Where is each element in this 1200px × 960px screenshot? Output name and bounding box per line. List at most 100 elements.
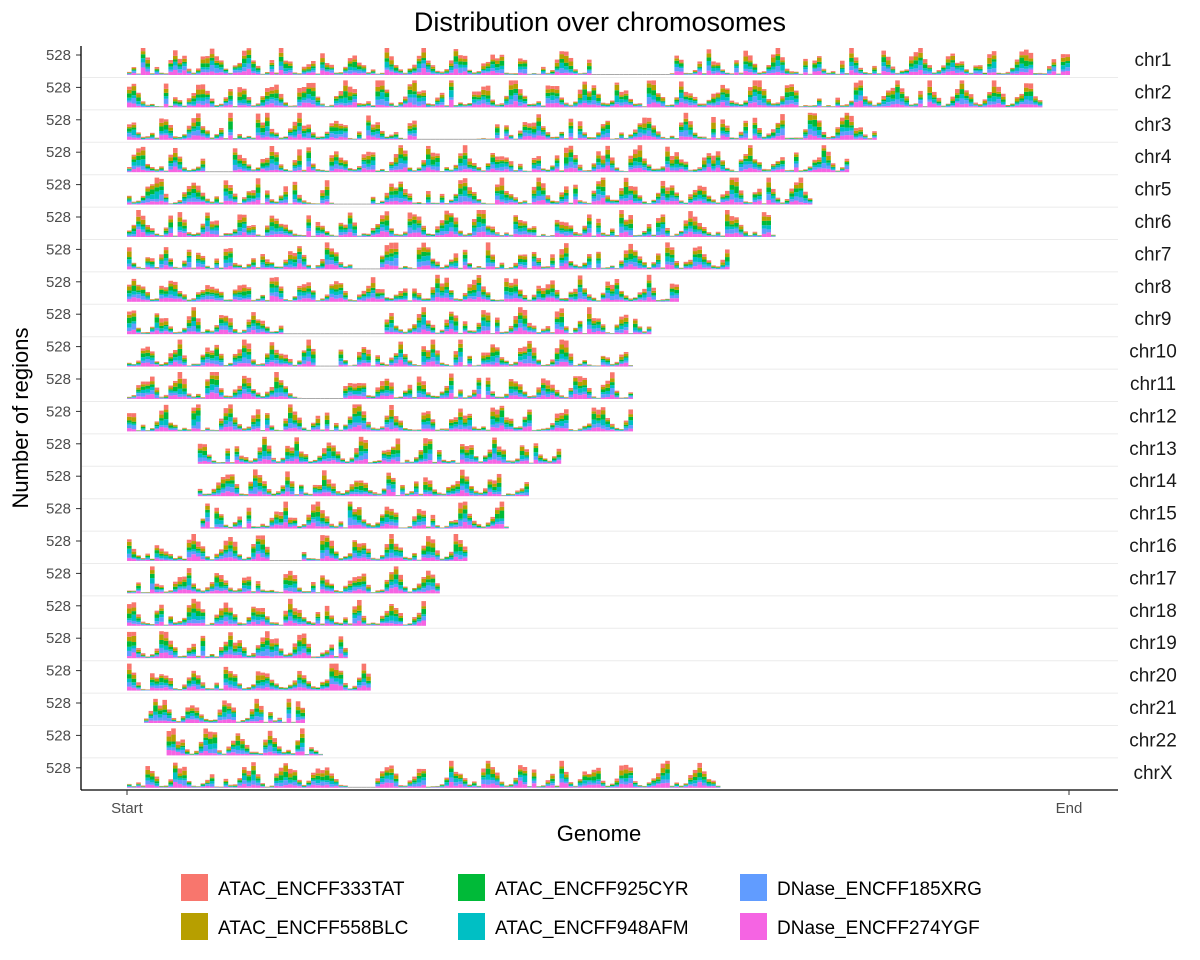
bar — [416, 202, 422, 205]
bar — [311, 235, 316, 237]
bar — [209, 527, 215, 529]
bar — [550, 254, 555, 270]
bar — [306, 264, 311, 270]
bar — [173, 332, 178, 335]
bar — [623, 74, 629, 75]
bar — [674, 233, 679, 237]
bar — [375, 223, 380, 237]
bar — [269, 128, 275, 140]
bar — [669, 104, 675, 108]
bar — [513, 197, 518, 205]
bar — [568, 387, 574, 399]
bar — [329, 429, 334, 432]
bar — [221, 753, 227, 756]
bar — [587, 364, 592, 367]
bar — [398, 145, 403, 173]
bar — [692, 132, 698, 140]
bar — [688, 93, 693, 108]
bar — [688, 121, 693, 140]
bar — [462, 249, 468, 270]
bar — [255, 526, 261, 529]
bar — [380, 80, 385, 108]
bar — [674, 97, 679, 108]
bar — [623, 420, 629, 432]
bar — [315, 501, 321, 529]
bar — [150, 132, 155, 140]
bar — [162, 699, 167, 723]
bar — [370, 268, 376, 270]
bar — [242, 88, 247, 108]
bar — [481, 63, 486, 75]
bar — [536, 235, 541, 237]
bar — [416, 138, 422, 140]
bar — [398, 420, 403, 432]
bar — [817, 56, 822, 75]
bar — [237, 622, 242, 626]
bar — [251, 299, 256, 302]
bar — [186, 647, 192, 659]
bar — [426, 233, 431, 237]
bar — [909, 104, 914, 108]
bar — [278, 286, 284, 302]
bar — [334, 621, 339, 626]
bar — [329, 202, 334, 205]
bar — [326, 442, 332, 464]
bar — [715, 62, 721, 75]
bar — [430, 287, 436, 302]
bar — [306, 780, 311, 788]
bar — [219, 575, 224, 594]
bar — [711, 93, 716, 108]
bar — [191, 182, 196, 205]
bar — [692, 769, 698, 788]
bar — [552, 456, 557, 464]
bar — [375, 522, 380, 529]
bar — [518, 130, 523, 140]
bar — [568, 353, 574, 367]
bar — [533, 443, 539, 464]
bar — [338, 670, 344, 691]
bar — [315, 612, 321, 626]
bar — [301, 617, 307, 626]
bar — [380, 255, 385, 270]
bar — [140, 267, 146, 270]
legend-label: DNase_ENCFF185XRG — [777, 879, 982, 900]
bar — [524, 482, 529, 497]
bar — [435, 202, 440, 205]
bar — [384, 415, 390, 432]
bar — [531, 251, 537, 270]
bar — [849, 100, 854, 108]
bar — [384, 364, 390, 367]
bar — [347, 333, 353, 335]
bar — [449, 373, 454, 399]
bar — [186, 393, 192, 399]
bar — [159, 585, 164, 594]
bar — [286, 749, 291, 756]
bar — [249, 709, 255, 723]
bar — [646, 203, 652, 205]
bar — [531, 347, 537, 367]
bar — [144, 718, 149, 723]
bar — [173, 147, 178, 173]
bar — [283, 102, 288, 108]
bar — [476, 210, 482, 237]
bar — [324, 767, 330, 788]
bar — [338, 222, 344, 237]
bar — [798, 106, 804, 108]
bar — [127, 590, 132, 594]
bar — [518, 58, 523, 75]
bar — [214, 288, 219, 302]
bar — [495, 396, 500, 399]
bar — [278, 266, 284, 270]
bar — [508, 325, 514, 335]
bar — [324, 398, 330, 399]
bar — [292, 364, 298, 367]
bar — [205, 90, 210, 108]
bar — [253, 469, 258, 497]
bar — [715, 151, 721, 173]
bar — [214, 614, 219, 626]
bar — [140, 688, 146, 691]
bar — [191, 598, 196, 626]
y-tick-label: 528 — [46, 241, 71, 258]
bar — [522, 95, 528, 108]
bar — [830, 163, 836, 173]
